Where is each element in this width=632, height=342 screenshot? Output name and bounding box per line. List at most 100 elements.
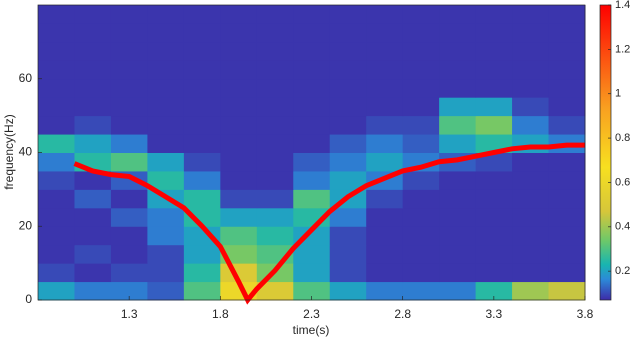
heatmap-cell	[476, 208, 513, 227]
heatmap-cell	[439, 79, 476, 98]
heatmap-cell	[147, 116, 184, 135]
heatmap-cell	[476, 60, 513, 79]
heatmap-cell	[330, 282, 367, 301]
heatmap-cell	[476, 97, 513, 116]
heatmap-cell	[476, 189, 513, 208]
heatmap-cell	[147, 245, 184, 264]
heatmap-cell	[111, 116, 148, 135]
heatmap-cell	[330, 23, 367, 42]
heatmap-cell	[74, 226, 111, 245]
heatmap-cell	[111, 79, 148, 98]
heatmap-cell	[293, 153, 330, 172]
heatmap-cell	[147, 208, 184, 227]
x-tick-label: 1.8	[212, 307, 229, 321]
heatmap-cell	[512, 60, 549, 79]
heatmap-cell	[184, 23, 221, 42]
heatmap-cell	[330, 97, 367, 116]
heatmap-cell	[439, 23, 476, 42]
heatmap-cell	[184, 263, 221, 282]
heatmap-cell	[220, 226, 257, 245]
heatmap-cell	[220, 23, 257, 42]
heatmap-cell	[257, 60, 294, 79]
heatmap-cell	[184, 189, 221, 208]
heatmap-cell	[184, 171, 221, 190]
heatmap-cell	[184, 42, 221, 61]
heatmap-cell	[74, 97, 111, 116]
heatmap-cell	[293, 42, 330, 61]
heatmap-cell	[439, 208, 476, 227]
heatmap-cell	[512, 245, 549, 264]
heatmap-cell	[439, 97, 476, 116]
heatmap-cell	[257, 23, 294, 42]
heatmap-cell	[366, 23, 403, 42]
heatmap-cell	[403, 245, 440, 264]
heatmap-cell	[111, 42, 148, 61]
heatmap-cell	[293, 189, 330, 208]
heatmap-cell	[476, 116, 513, 135]
heatmap-cell	[330, 153, 367, 172]
heatmap-cell	[38, 208, 75, 227]
heatmap-cell	[184, 116, 221, 135]
heatmap-cell	[366, 245, 403, 264]
heatmap-cell	[330, 208, 367, 227]
heatmap-cell	[439, 282, 476, 301]
heatmap-cell	[257, 79, 294, 98]
heatmap-cell	[38, 42, 75, 61]
heatmap-cell	[220, 189, 257, 208]
heatmap-cell	[38, 226, 75, 245]
heatmap-cell	[476, 23, 513, 42]
heatmap-cell	[549, 97, 586, 116]
heatmap-cell	[220, 171, 257, 190]
colorbar-tick-label: 0.6	[615, 176, 630, 188]
heatmap-cell	[257, 97, 294, 116]
heatmap-cell	[403, 226, 440, 245]
heatmap-cell	[257, 153, 294, 172]
heatmap-cell	[38, 5, 75, 24]
heatmap-cell	[512, 97, 549, 116]
heatmap-cell	[147, 134, 184, 153]
heatmap-cell	[257, 116, 294, 135]
heatmap-cell	[147, 5, 184, 24]
heatmap-cell	[184, 134, 221, 153]
heatmap-cell	[366, 116, 403, 135]
heatmap-cell	[220, 134, 257, 153]
heatmap-cell	[38, 189, 75, 208]
heatmap-cell	[403, 79, 440, 98]
heatmap-cell	[439, 5, 476, 24]
heatmap-cell	[549, 42, 586, 61]
heatmap-cell	[184, 97, 221, 116]
heatmap-cell	[330, 263, 367, 282]
heatmap-cell	[403, 42, 440, 61]
heatmap-cell	[330, 5, 367, 24]
heatmap-cell	[549, 23, 586, 42]
heatmap-cell	[366, 208, 403, 227]
heatmap-cell	[220, 79, 257, 98]
heatmap-cell	[74, 208, 111, 227]
heatmap-cell	[476, 226, 513, 245]
heatmap-cell	[257, 226, 294, 245]
heatmap-cell	[549, 245, 586, 264]
heatmap-cell	[184, 245, 221, 264]
heatmap-cell	[38, 97, 75, 116]
heatmap-cell	[512, 23, 549, 42]
heatmap-cell	[366, 226, 403, 245]
heatmap-cell	[257, 208, 294, 227]
heatmap-cell	[512, 189, 549, 208]
heatmap-cell	[476, 42, 513, 61]
heatmap-cell	[147, 226, 184, 245]
heatmap-cell	[74, 189, 111, 208]
heatmap-cell	[220, 153, 257, 172]
heatmap-cell	[147, 79, 184, 98]
heatmap-cell	[257, 189, 294, 208]
heatmap-cell	[366, 60, 403, 79]
heatmap-cell	[38, 245, 75, 264]
heatmap-cell	[403, 189, 440, 208]
heatmap-cell	[439, 116, 476, 135]
heatmap-cell	[512, 226, 549, 245]
heatmap-cell	[403, 116, 440, 135]
heatmap-cell	[330, 134, 367, 153]
heatmap-cell	[38, 116, 75, 135]
heatmap-cell	[549, 189, 586, 208]
heatmap-cell	[74, 23, 111, 42]
